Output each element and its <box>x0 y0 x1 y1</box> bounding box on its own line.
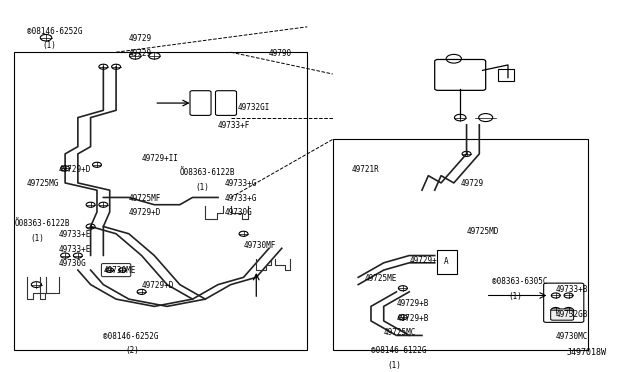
Text: 49733+G: 49733+G <box>225 194 257 203</box>
Text: (1): (1) <box>508 292 522 301</box>
Text: 49729+B: 49729+B <box>396 314 429 323</box>
Text: 49730ME: 49730ME <box>103 266 136 275</box>
Bar <box>333 140 588 350</box>
Text: 49730G: 49730G <box>225 208 252 217</box>
Bar <box>14 52 307 350</box>
Text: 49733+E: 49733+E <box>59 230 91 239</box>
Text: ®08146-6252G: ®08146-6252G <box>103 332 159 341</box>
Text: 49725ME: 49725ME <box>365 274 397 283</box>
Text: ®08146-6122G: ®08146-6122G <box>371 346 426 355</box>
Text: 49729+II: 49729+II <box>141 154 179 163</box>
Text: 49733+G: 49733+G <box>225 179 257 188</box>
Text: 49732GI: 49732GI <box>237 103 269 112</box>
Text: 49729+D: 49729+D <box>129 208 161 217</box>
Text: 49729: 49729 <box>129 49 152 58</box>
Bar <box>499 68 515 81</box>
FancyBboxPatch shape <box>550 309 573 320</box>
Text: A: A <box>444 257 449 266</box>
FancyBboxPatch shape <box>216 91 237 115</box>
Text: ®08363-6305C: ®08363-6305C <box>492 278 548 286</box>
Text: (1): (1) <box>43 41 57 50</box>
Text: 49729+B: 49729+B <box>409 256 442 264</box>
Text: J497018W: J497018W <box>567 348 607 357</box>
Text: 49725MD: 49725MD <box>467 227 499 235</box>
FancyBboxPatch shape <box>101 263 131 277</box>
Text: 49725MC: 49725MC <box>384 328 416 337</box>
Text: 49733+E: 49733+E <box>59 245 91 254</box>
Text: 49729+B: 49729+B <box>396 299 429 308</box>
Text: 49725MF: 49725MF <box>129 194 161 203</box>
Text: 49732GB: 49732GB <box>556 310 588 319</box>
Text: 49729+D: 49729+D <box>141 281 174 290</box>
Text: 49729: 49729 <box>460 179 483 188</box>
Text: 49733+B: 49733+B <box>556 285 588 294</box>
Text: (1): (1) <box>30 234 44 243</box>
Text: 49730MF: 49730MF <box>244 241 276 250</box>
Text: (2): (2) <box>125 346 140 355</box>
FancyBboxPatch shape <box>190 91 211 115</box>
Text: ®08146-6252G: ®08146-6252G <box>27 27 83 36</box>
Text: 49730MC: 49730MC <box>556 332 588 341</box>
Text: Õ08363-6122B: Õ08363-6122B <box>14 219 70 228</box>
Text: 49790: 49790 <box>269 49 292 58</box>
FancyBboxPatch shape <box>435 60 486 90</box>
Text: 49729: 49729 <box>129 34 152 43</box>
Text: 49730G: 49730G <box>59 259 86 268</box>
Text: (1): (1) <box>387 361 401 370</box>
Text: 49733+F: 49733+F <box>218 121 250 130</box>
Text: (1): (1) <box>196 183 210 192</box>
Text: Õ08363-6122B: Õ08363-6122B <box>180 169 236 177</box>
Text: 49729+D: 49729+D <box>59 165 91 174</box>
Text: 49721R: 49721R <box>352 165 380 174</box>
FancyBboxPatch shape <box>543 283 584 323</box>
Text: 49725MG: 49725MG <box>27 179 60 188</box>
